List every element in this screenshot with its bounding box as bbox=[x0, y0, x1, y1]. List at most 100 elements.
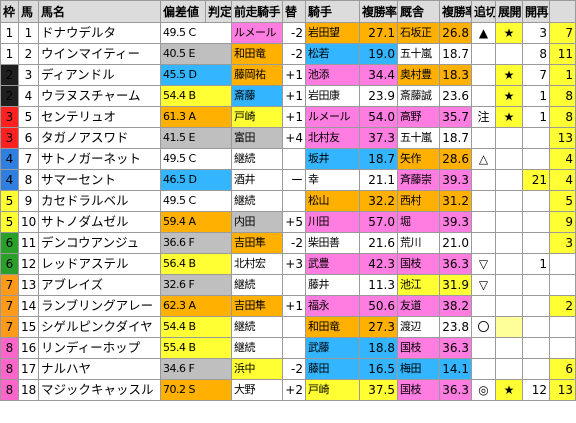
table-row[interactable]: 2 3 ディアンドル 45.5 D 藤岡祐 +1 池添 34.4 奥村豊 18.3 ★ 7 1 bbox=[0, 64, 576, 86]
score-cell: 55.4 B bbox=[160, 337, 232, 359]
header-grade: 判定 bbox=[205, 0, 232, 23]
jockey-rate-cell: 21.1 bbox=[359, 169, 398, 191]
kaisai-cell bbox=[522, 337, 550, 359]
table-row[interactable]: 8 17 ナルハヤ 34.6 F 浜中 -2 藤田 16.5 梅田 14.1 6 bbox=[0, 358, 576, 380]
table-row[interactable]: 6 11 デンコウアンジュ 36.6 F 吉田隼 -2 柴田善 21.6 荒川 21.0 3 bbox=[0, 232, 576, 254]
jockey-cell: 武豊 bbox=[305, 253, 360, 275]
table-row[interactable]: 7 13 アブレイズ 32.6 F 継続 藤井 11.3 池江 31.9 ▽ bbox=[0, 274, 576, 296]
tsuikiri-cell: ◎ bbox=[471, 379, 496, 401]
table-row[interactable]: 3 6 タガノアスワド 41.5 E 富田 +4 北村友 37.3 五十嵐 18.7 13 bbox=[0, 127, 576, 149]
trainer-rate-cell: 39.3 bbox=[439, 211, 472, 233]
waku-cell: 1 bbox=[0, 22, 19, 44]
table-row[interactable]: 7 14 ランブリングアレー 62.3 A 吉田隼 +1 福永 50.6 友道 38.2 2 bbox=[0, 295, 576, 317]
table-row[interactable]: 6 12 レッドアステル 56.4 B 北村宏 +3 武豊 42.3 国枝 36.3 ▽ 1 bbox=[0, 253, 576, 275]
last-cell: 4 bbox=[549, 169, 576, 191]
waku-cell: 8 bbox=[0, 379, 19, 401]
jockey-cell: 柴田善 bbox=[305, 232, 360, 254]
waku-cell: 2 bbox=[0, 64, 19, 86]
jockey-cell: 松若 bbox=[305, 43, 360, 65]
waku-cell: 8 bbox=[0, 337, 19, 359]
score-cell: 34.6 F bbox=[160, 358, 232, 380]
change-cell bbox=[282, 190, 306, 212]
horse-name-cell: マジックキャッスル bbox=[38, 379, 161, 401]
header-trainer: 厩舎 bbox=[397, 0, 440, 23]
score-cell: 56.4 B bbox=[160, 253, 232, 275]
trainer-cell: 堀 bbox=[397, 211, 440, 233]
prev-jockey-cell: 継続 bbox=[231, 190, 283, 212]
horse-name-cell: ドナウデルタ bbox=[38, 22, 161, 44]
table-row[interactable]: 8 18 マジックキャッスル 70.2 S 大野 +2 戸崎 37.5 国枝 36.3 ◎ ★ 12 13 bbox=[0, 379, 576, 401]
trainer-rate-cell: 21.0 bbox=[439, 232, 472, 254]
kaisai-cell bbox=[522, 295, 550, 317]
horse-name-cell: アブレイズ bbox=[38, 274, 161, 296]
jockey-cell: 川田 bbox=[305, 211, 360, 233]
table-row[interactable]: 4 7 サトノガーネット 49.5 C 継続 坂井 18.7 矢作 28.6 △ 4 bbox=[0, 148, 576, 170]
change-cell bbox=[282, 316, 306, 338]
horse-name-cell: レッドアステル bbox=[38, 253, 161, 275]
tsuikiri-cell bbox=[471, 85, 496, 107]
table-row[interactable]: 1 2 ウインマイティー 40.5 E 和田竜 -2 松若 19.0 五十嵐 18.7 8 11 bbox=[0, 43, 576, 65]
tsuikiri-cell bbox=[471, 169, 496, 191]
jockey-cell: 武藤 bbox=[305, 337, 360, 359]
waku-cell: 6 bbox=[0, 232, 19, 254]
change-cell: +2 bbox=[282, 379, 306, 401]
waku-cell: 5 bbox=[0, 211, 19, 233]
waku-cell: 7 bbox=[0, 316, 19, 338]
tsuikiri-cell bbox=[471, 127, 496, 149]
trainer-cell: 西村 bbox=[397, 190, 440, 212]
horse-number-cell: 18 bbox=[18, 379, 39, 401]
prev-jockey-cell: 斎藤 bbox=[231, 85, 283, 107]
trainer-cell: 奥村豊 bbox=[397, 64, 440, 86]
trainer-cell: 国枝 bbox=[397, 253, 440, 275]
kaisai-cell bbox=[522, 232, 550, 254]
jockey-rate-cell: 27.1 bbox=[359, 22, 398, 44]
table-row[interactable]: 7 15 シゲルピンクダイヤ 54.4 B 継続 和田竜 27.3 渡辺 23.8 〇 bbox=[0, 316, 576, 338]
kaisai-cell: 21 bbox=[522, 169, 550, 191]
table-row[interactable]: 2 4 ウラヌスチャーム 54.4 B 斎藤 +1 岩田康 23.9 斎藤誠 23.6 ★ 1 8 bbox=[0, 85, 576, 107]
horse-name-cell: ウラヌスチャーム bbox=[38, 85, 161, 107]
header-prev-jockey: 前走騎手 bbox=[231, 0, 283, 23]
table-row[interactable]: 5 10 サトノダムゼル 59.4 A 内田 +5 川田 57.0 堀 39.3 9 bbox=[0, 211, 576, 233]
score-cell: 49.5 C bbox=[160, 22, 232, 44]
jockey-cell: 岩田康 bbox=[305, 85, 360, 107]
jockey-rate-cell: 37.5 bbox=[359, 379, 398, 401]
kaisai-cell: 1 bbox=[522, 85, 550, 107]
table-row[interactable]: 8 16 リンディーホップ 55.4 B 継続 武藤 18.8 国枝 36.3 bbox=[0, 337, 576, 359]
header-waku: 枠 bbox=[0, 0, 19, 23]
change-cell bbox=[282, 148, 306, 170]
prev-jockey-cell: 継続 bbox=[231, 337, 283, 359]
tenkai-cell bbox=[495, 316, 523, 338]
table-row[interactable]: 3 5 センテリュオ 61.3 A 戸崎 +1 ルメール 54.0 高野 35.7 注 ★ 1 8 bbox=[0, 106, 576, 128]
last-cell bbox=[549, 316, 576, 338]
horse-name-cell: ウインマイティー bbox=[38, 43, 161, 65]
score-cell: 54.4 B bbox=[160, 85, 232, 107]
trainer-cell: 国枝 bbox=[397, 379, 440, 401]
last-cell: 6 bbox=[549, 358, 576, 380]
header-change: 替 bbox=[282, 0, 306, 23]
tsuikiri-cell bbox=[471, 232, 496, 254]
table-row[interactable]: 5 9 カセドラルベル 49.5 C 継続 松山 32.2 西村 31.2 5 bbox=[0, 190, 576, 212]
trainer-cell: 石坂正 bbox=[397, 22, 440, 44]
horse-number-cell: 12 bbox=[18, 253, 39, 275]
jockey-rate-cell: 37.3 bbox=[359, 127, 398, 149]
jockey-rate-cell: 54.0 bbox=[359, 106, 398, 128]
jockey-rate-cell: 19.0 bbox=[359, 43, 398, 65]
jockey-cell: 坂井 bbox=[305, 148, 360, 170]
score-cell: 70.2 S bbox=[160, 379, 232, 401]
last-cell: 2 bbox=[549, 295, 576, 317]
prev-jockey-cell: 継続 bbox=[231, 148, 283, 170]
tsuikiri-cell bbox=[471, 43, 496, 65]
table-row[interactable]: 1 1 ドナウデルタ 49.5 C ルメール -2 岩田望 27.1 石坂正 26.8 ▲ ★ 3 7 bbox=[0, 22, 576, 44]
last-cell: 5 bbox=[549, 190, 576, 212]
jockey-cell: 岩田望 bbox=[305, 22, 360, 44]
kaisai-cell bbox=[522, 148, 550, 170]
tenkai-cell bbox=[495, 358, 523, 380]
table-row[interactable]: 4 8 サマーセント 46.5 D 酒井ー幸 21.1 斉藤崇 39.3 21 4 bbox=[0, 169, 576, 191]
jockey-cell: ルメール bbox=[305, 106, 360, 128]
score-cell: 46.5 D bbox=[160, 169, 232, 191]
waku-cell: 3 bbox=[0, 127, 19, 149]
horse-number-cell: 7 bbox=[18, 148, 39, 170]
change-cell: ー bbox=[282, 169, 306, 191]
prev-jockey-cell: 吉田隼 bbox=[231, 295, 283, 317]
change-cell: +1 bbox=[282, 85, 306, 107]
